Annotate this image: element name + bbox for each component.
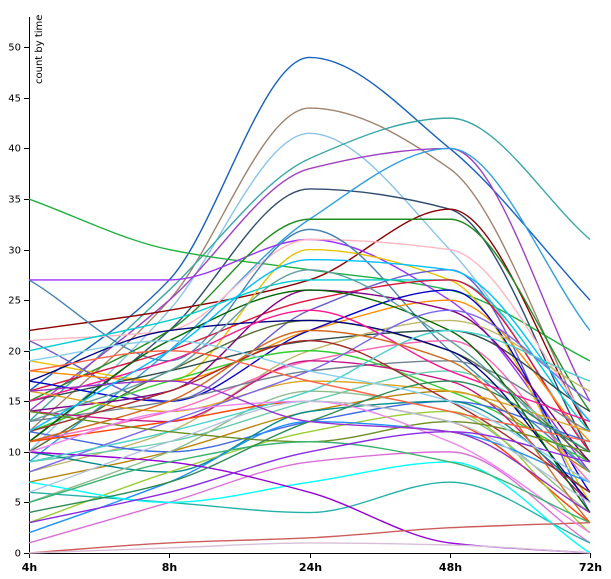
series-line	[28, 380, 591, 514]
series-line	[28, 339, 591, 483]
series-line	[28, 329, 591, 463]
y-tick-label: 40	[8, 144, 21, 155]
y-tick-label: 10	[8, 448, 21, 459]
y-tick-label: 5	[15, 498, 21, 509]
series-line	[28, 279, 591, 433]
series-line	[28, 107, 591, 433]
series-line	[28, 238, 591, 422]
series-line	[28, 228, 591, 473]
series-line	[28, 309, 591, 423]
series-line	[28, 420, 591, 534]
x-tick-label: 72h	[579, 561, 602, 574]
y-axis: 0 5 10 15 20 25 30 35 40 45 50	[8, 17, 30, 560]
series-group	[28, 56, 591, 554]
series-line	[28, 441, 591, 524]
series-line	[28, 430, 591, 524]
series-line	[28, 451, 591, 544]
y-axis-label: count by time	[34, 15, 45, 84]
series-line	[28, 259, 591, 433]
series-line	[28, 542, 591, 554]
y-tick-label: 0	[15, 549, 21, 560]
series-line	[28, 400, 591, 493]
y-tick-label: 30	[8, 246, 21, 257]
y-tick-label: 45	[8, 94, 21, 105]
y-tick-label: 35	[8, 195, 21, 206]
series-line	[28, 329, 591, 524]
series-line	[28, 319, 591, 503]
y-tick-label: 15	[8, 397, 21, 408]
series-line	[28, 461, 591, 554]
series-line	[28, 289, 591, 513]
series-line	[28, 147, 591, 463]
series-line	[28, 390, 591, 483]
series-line	[28, 360, 591, 503]
series-line	[28, 350, 591, 463]
x-tick-label: 4h	[22, 561, 38, 574]
series-line	[28, 117, 591, 423]
y-tick-label: 50	[8, 43, 21, 54]
series-line	[28, 279, 591, 453]
series-line	[28, 218, 591, 412]
series-line	[28, 410, 591, 534]
y-tick-label: 25	[8, 296, 21, 307]
x-tick-label: 48h	[439, 561, 462, 574]
x-tick-label: 24h	[299, 561, 322, 574]
x-tick-label: 8h	[162, 561, 178, 574]
series-line	[28, 147, 591, 412]
series-line	[28, 400, 591, 504]
series-line	[28, 521, 591, 554]
x-axis: 4h 8h 24h 48h 72h	[22, 553, 602, 574]
series-line	[28, 269, 591, 473]
y-tick-label: 20	[8, 347, 21, 358]
